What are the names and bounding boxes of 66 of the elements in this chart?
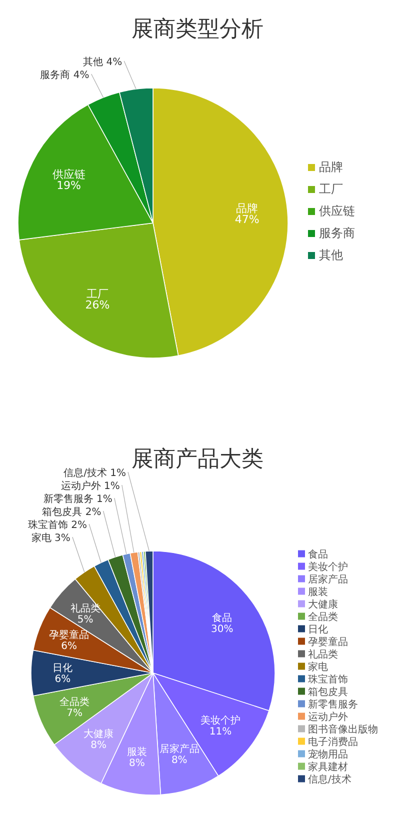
legend-label: 运动户外 bbox=[308, 710, 348, 723]
slice-label: 品牌 bbox=[236, 202, 258, 216]
slice-label: 居家产品 bbox=[159, 743, 200, 756]
slice-label: 全品类 bbox=[60, 696, 90, 708]
slice-label: 礼品类 bbox=[70, 602, 100, 614]
chart-title: 展商产品大类 bbox=[132, 447, 264, 472]
data-label: 1% bbox=[104, 481, 120, 492]
legend-label: 服务商 bbox=[319, 226, 355, 240]
legend-label: 美妆个护 bbox=[308, 560, 348, 573]
legend-label: 图书音像出版物 bbox=[308, 723, 378, 736]
data-label: 6% bbox=[54, 674, 71, 685]
slice-label: 大健康 bbox=[84, 728, 114, 740]
legend-label: 全品类 bbox=[308, 610, 338, 623]
legend-label: 服装 bbox=[308, 586, 328, 598]
slice-label: 美妆个护 bbox=[200, 714, 240, 726]
slice-label: 日化 bbox=[52, 662, 73, 674]
slice-label: 食品 bbox=[212, 612, 232, 624]
legend-label: 日化 bbox=[308, 623, 328, 636]
slice-label: 珠宝首饰 bbox=[28, 520, 68, 531]
legend-label: 箱包皮具 bbox=[308, 686, 348, 698]
data-label: 7% bbox=[66, 708, 83, 719]
legend-label: 品牌 bbox=[319, 160, 343, 174]
slice-label: 工厂 bbox=[86, 287, 108, 300]
slice-label: 信息/技术 bbox=[64, 468, 107, 479]
slice-label: 服务商 bbox=[40, 70, 70, 81]
legend-label: 孕婴童品 bbox=[308, 636, 348, 648]
legend-label: 居家产品 bbox=[308, 573, 348, 586]
data-label: 4% bbox=[106, 57, 122, 68]
legend-label: 其他 bbox=[319, 248, 343, 262]
data-label: 19% bbox=[56, 179, 82, 192]
data-label: 11% bbox=[209, 726, 232, 738]
data-label: 5% bbox=[77, 614, 94, 626]
legend-label: 家具建材 bbox=[308, 760, 348, 773]
legend-label: 工厂 bbox=[319, 182, 343, 196]
legend-label: 珠宝首饰 bbox=[308, 673, 348, 686]
legend-label: 供应链 bbox=[319, 204, 355, 218]
data-label: 4% bbox=[73, 70, 90, 81]
data-label: 6% bbox=[61, 640, 77, 652]
legend-label: 信息/技术 bbox=[308, 773, 352, 786]
data-label: 2% bbox=[71, 520, 88, 531]
legend-label: 大健康 bbox=[308, 598, 338, 610]
data-label: 3% bbox=[54, 533, 70, 544]
data-label: 26% bbox=[85, 298, 110, 312]
legend-label: 礼品类 bbox=[308, 648, 338, 660]
data-label: 30% bbox=[210, 624, 234, 635]
data-label: 8% bbox=[171, 755, 188, 766]
data-label: 8% bbox=[129, 758, 145, 769]
slice-label: 孕婴童品 bbox=[49, 628, 90, 641]
slice-label: 运动户外 bbox=[60, 481, 101, 492]
legend-label: 宠物用品 bbox=[308, 748, 348, 760]
legend-label: 食品 bbox=[308, 548, 328, 560]
data-label: 8% bbox=[90, 740, 106, 751]
data-label: 1% bbox=[96, 494, 112, 505]
data-label: 47% bbox=[234, 213, 260, 226]
slice-label: 其他 bbox=[83, 57, 104, 68]
legend-label: 家电 bbox=[308, 660, 328, 673]
slice-label: 供应链 bbox=[52, 168, 86, 182]
slice-label: 箱包皮具 bbox=[42, 507, 82, 518]
legend-label: 新零售服务 bbox=[308, 698, 358, 710]
chart-title: 展商类型分析 bbox=[132, 17, 264, 42]
data-label: 2% bbox=[85, 507, 102, 518]
legend-label: 电子消费品 bbox=[308, 736, 358, 748]
slice-label: 服装 bbox=[127, 746, 147, 758]
data-label: 1% bbox=[110, 468, 126, 479]
slice-label: 新零售服务 bbox=[43, 494, 94, 505]
slice-label: 家电 bbox=[31, 533, 52, 544]
